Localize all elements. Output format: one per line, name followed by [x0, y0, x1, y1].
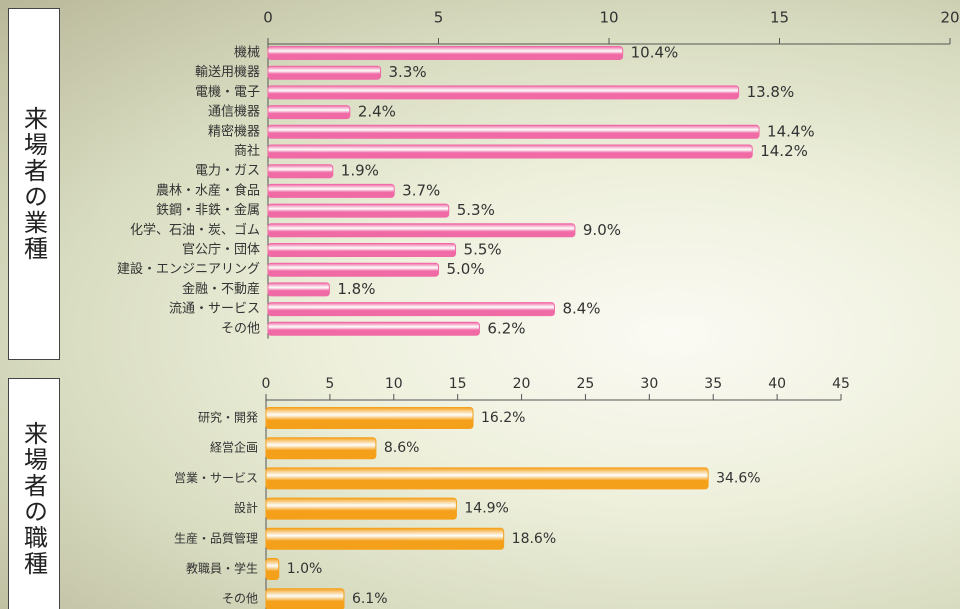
category-label: 研究・開発 — [198, 410, 258, 425]
value-label: 13.8% — [747, 83, 795, 101]
category-label: 通信機器 — [208, 105, 260, 120]
category-label: 機械 — [234, 46, 260, 61]
chart: 0 5 10 15 20 機械 10.4% 輸送用機器 3.3% 電機・電子 13.8% 通信機器 2.… — [0, 0, 960, 609]
value-label: 5.5% — [464, 241, 502, 259]
value-label: 18.6% — [512, 531, 556, 547]
bar — [268, 322, 479, 335]
bar — [268, 125, 759, 138]
bar — [268, 66, 381, 79]
value-label: 14.9% — [464, 501, 508, 517]
value-label: 16.2% — [481, 410, 525, 426]
category-label: 輸送用機器 — [195, 65, 260, 80]
bar — [266, 498, 456, 519]
category-label: その他 — [221, 321, 260, 336]
bar — [268, 244, 456, 257]
page: 来場者の業種 来場者の職種 05101520機械10.4%輸送用機器3.3%電機… — [0, 0, 960, 609]
bar — [268, 303, 554, 316]
category-label: 精密機器 — [208, 123, 260, 139]
value-label: 9.0% — [583, 221, 621, 239]
category-label: 電機・電子 — [195, 85, 260, 100]
value-label: 3.3% — [389, 63, 427, 81]
x-tick-label: 15 — [449, 376, 467, 392]
category-label: 営業・サービス — [174, 471, 258, 485]
value-label: 5.3% — [457, 201, 495, 219]
x-tick-label: 35 — [704, 376, 722, 392]
category-label: 経営企画 — [210, 440, 258, 455]
value-label: 1.9% — [341, 162, 379, 180]
value-label: 10.4% — [631, 44, 679, 62]
value-label: 5.0% — [447, 260, 485, 278]
bar — [268, 145, 752, 158]
category-label: 電力・ガス — [195, 164, 260, 179]
bar — [268, 86, 739, 99]
x-tick-label: 0 — [262, 376, 271, 392]
value-label: 6.2% — [487, 319, 525, 337]
value-label: 1.0% — [287, 561, 323, 577]
category-label: その他 — [222, 592, 258, 606]
x-tick-label: 25 — [577, 376, 595, 392]
x-tick-label: 45 — [832, 376, 850, 392]
category-label: 商社 — [234, 143, 260, 159]
bar — [268, 204, 449, 217]
category-label: 金融・不動産 — [182, 281, 260, 297]
bar — [266, 468, 708, 489]
bar — [266, 528, 504, 549]
x-tick-label: 40 — [768, 376, 786, 392]
category-label: 農林・水産・食品 — [156, 182, 260, 198]
bar — [268, 184, 394, 197]
value-label: 8.4% — [562, 300, 600, 318]
bar — [266, 408, 473, 429]
value-label: 1.8% — [337, 280, 375, 298]
category-label: 官公庁・団体 — [182, 242, 260, 258]
category-label: 化学、石油・炭、ゴム — [130, 222, 260, 238]
x-tick-label: 10 — [599, 9, 618, 27]
category-label: 生産・品質管理 — [174, 530, 258, 545]
value-label: 34.6% — [716, 470, 760, 486]
x-tick-label: 15 — [770, 9, 789, 27]
bar — [268, 224, 575, 237]
x-tick-label: 10 — [385, 376, 403, 392]
bar — [268, 263, 439, 276]
bar — [266, 438, 376, 459]
x-tick-label: 0 — [263, 9, 273, 27]
value-label: 14.4% — [767, 122, 815, 140]
bar — [268, 283, 329, 296]
x-tick-label: 20 — [940, 9, 959, 27]
value-label: 6.1% — [352, 591, 388, 607]
value-label: 3.7% — [402, 181, 440, 199]
category-label: 教職員・学生 — [186, 561, 258, 576]
category-label: 流通・サービス — [169, 302, 260, 317]
category-label: 鉄鋼・非鉄・金属 — [156, 202, 260, 218]
x-tick-label: 5 — [325, 376, 334, 392]
category-label: 建設・エンジニアリング — [117, 261, 260, 277]
x-tick-label: 30 — [640, 376, 658, 392]
value-label: 14.2% — [760, 142, 808, 160]
bar — [266, 589, 344, 609]
value-label: 8.6% — [384, 440, 420, 456]
x-tick-label: 20 — [513, 376, 531, 392]
category-label: 設計 — [234, 500, 258, 515]
bar — [268, 47, 623, 60]
bar — [268, 106, 350, 119]
value-label: 2.4% — [358, 103, 396, 121]
bar — [268, 165, 333, 178]
bar — [266, 559, 279, 580]
x-tick-label: 5 — [434, 9, 444, 27]
